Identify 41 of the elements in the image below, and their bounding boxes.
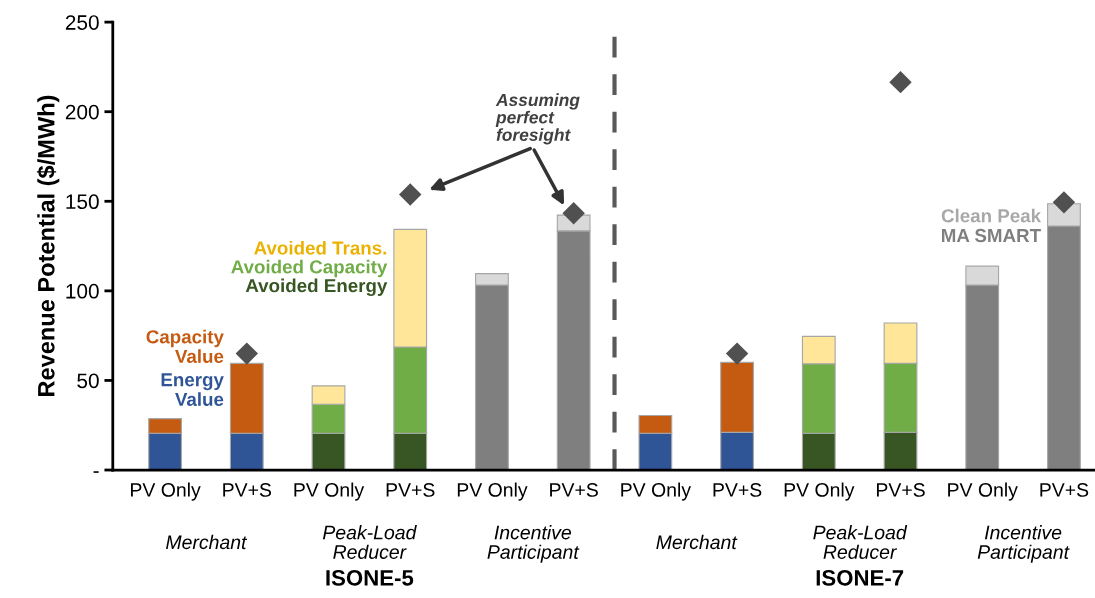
annotation: Assuming perfect foresight: [495, 93, 580, 145]
x-tick-label: PV+S: [386, 483, 435, 497]
text: Merchant: [166, 534, 248, 550]
x-tick-label: PV Only: [457, 482, 528, 501]
text: ISONE-7: [816, 569, 904, 586]
point: [399, 183, 422, 206]
point: [1052, 191, 1076, 214]
text: Avoided Energy: [245, 278, 388, 297]
series-label: MA SMART: [942, 228, 1041, 243]
x-tick-label: PV+S: [876, 483, 925, 497]
x-tick-label: PV Only: [131, 482, 201, 501]
y-tick-label: 250: [65, 15, 99, 30]
x-tick-label: PV Only: [948, 482, 1018, 501]
series-label: Capacity Value: [146, 329, 224, 363]
text: Incentive Participant: [977, 525, 1070, 563]
text: Incentive Participant: [487, 525, 580, 563]
text: ISONE-5: [326, 569, 414, 586]
x-tick-label: PV+S: [713, 483, 762, 497]
text: Peak-Load Reducer: [322, 525, 417, 559]
y-tick-label: 150: [66, 194, 99, 210]
y-tick-label: -: [93, 471, 99, 473]
text: Merchant: [656, 534, 738, 550]
point: [725, 342, 749, 365]
text: Peak-Load Reducer: [813, 525, 908, 559]
text: Avoided Capacity: [231, 259, 388, 278]
x-tick-label: PV Only: [784, 482, 855, 501]
x-tick-label: PV Only: [294, 482, 365, 501]
x-tick-label: PV+S: [223, 483, 272, 497]
x-tick-label: PV+S: [1040, 483, 1089, 497]
series-label: Clean Peak: [941, 208, 1042, 223]
series-label: Energy Value: [161, 373, 224, 406]
y-axis-title: Revenue Potential ($/MWh): [36, 95, 60, 397]
y-tick-label: 200: [65, 104, 99, 120]
y-tick-label: 50: [77, 373, 99, 389]
x-tick-label: PV Only: [621, 482, 691, 501]
y-tick-label: 100: [66, 283, 99, 299]
point: [889, 70, 912, 94]
series-label: Avoided Trans.: [254, 240, 387, 255]
point: [235, 342, 258, 365]
point: [562, 202, 585, 225]
x-tick-label: PV+S: [550, 483, 598, 497]
